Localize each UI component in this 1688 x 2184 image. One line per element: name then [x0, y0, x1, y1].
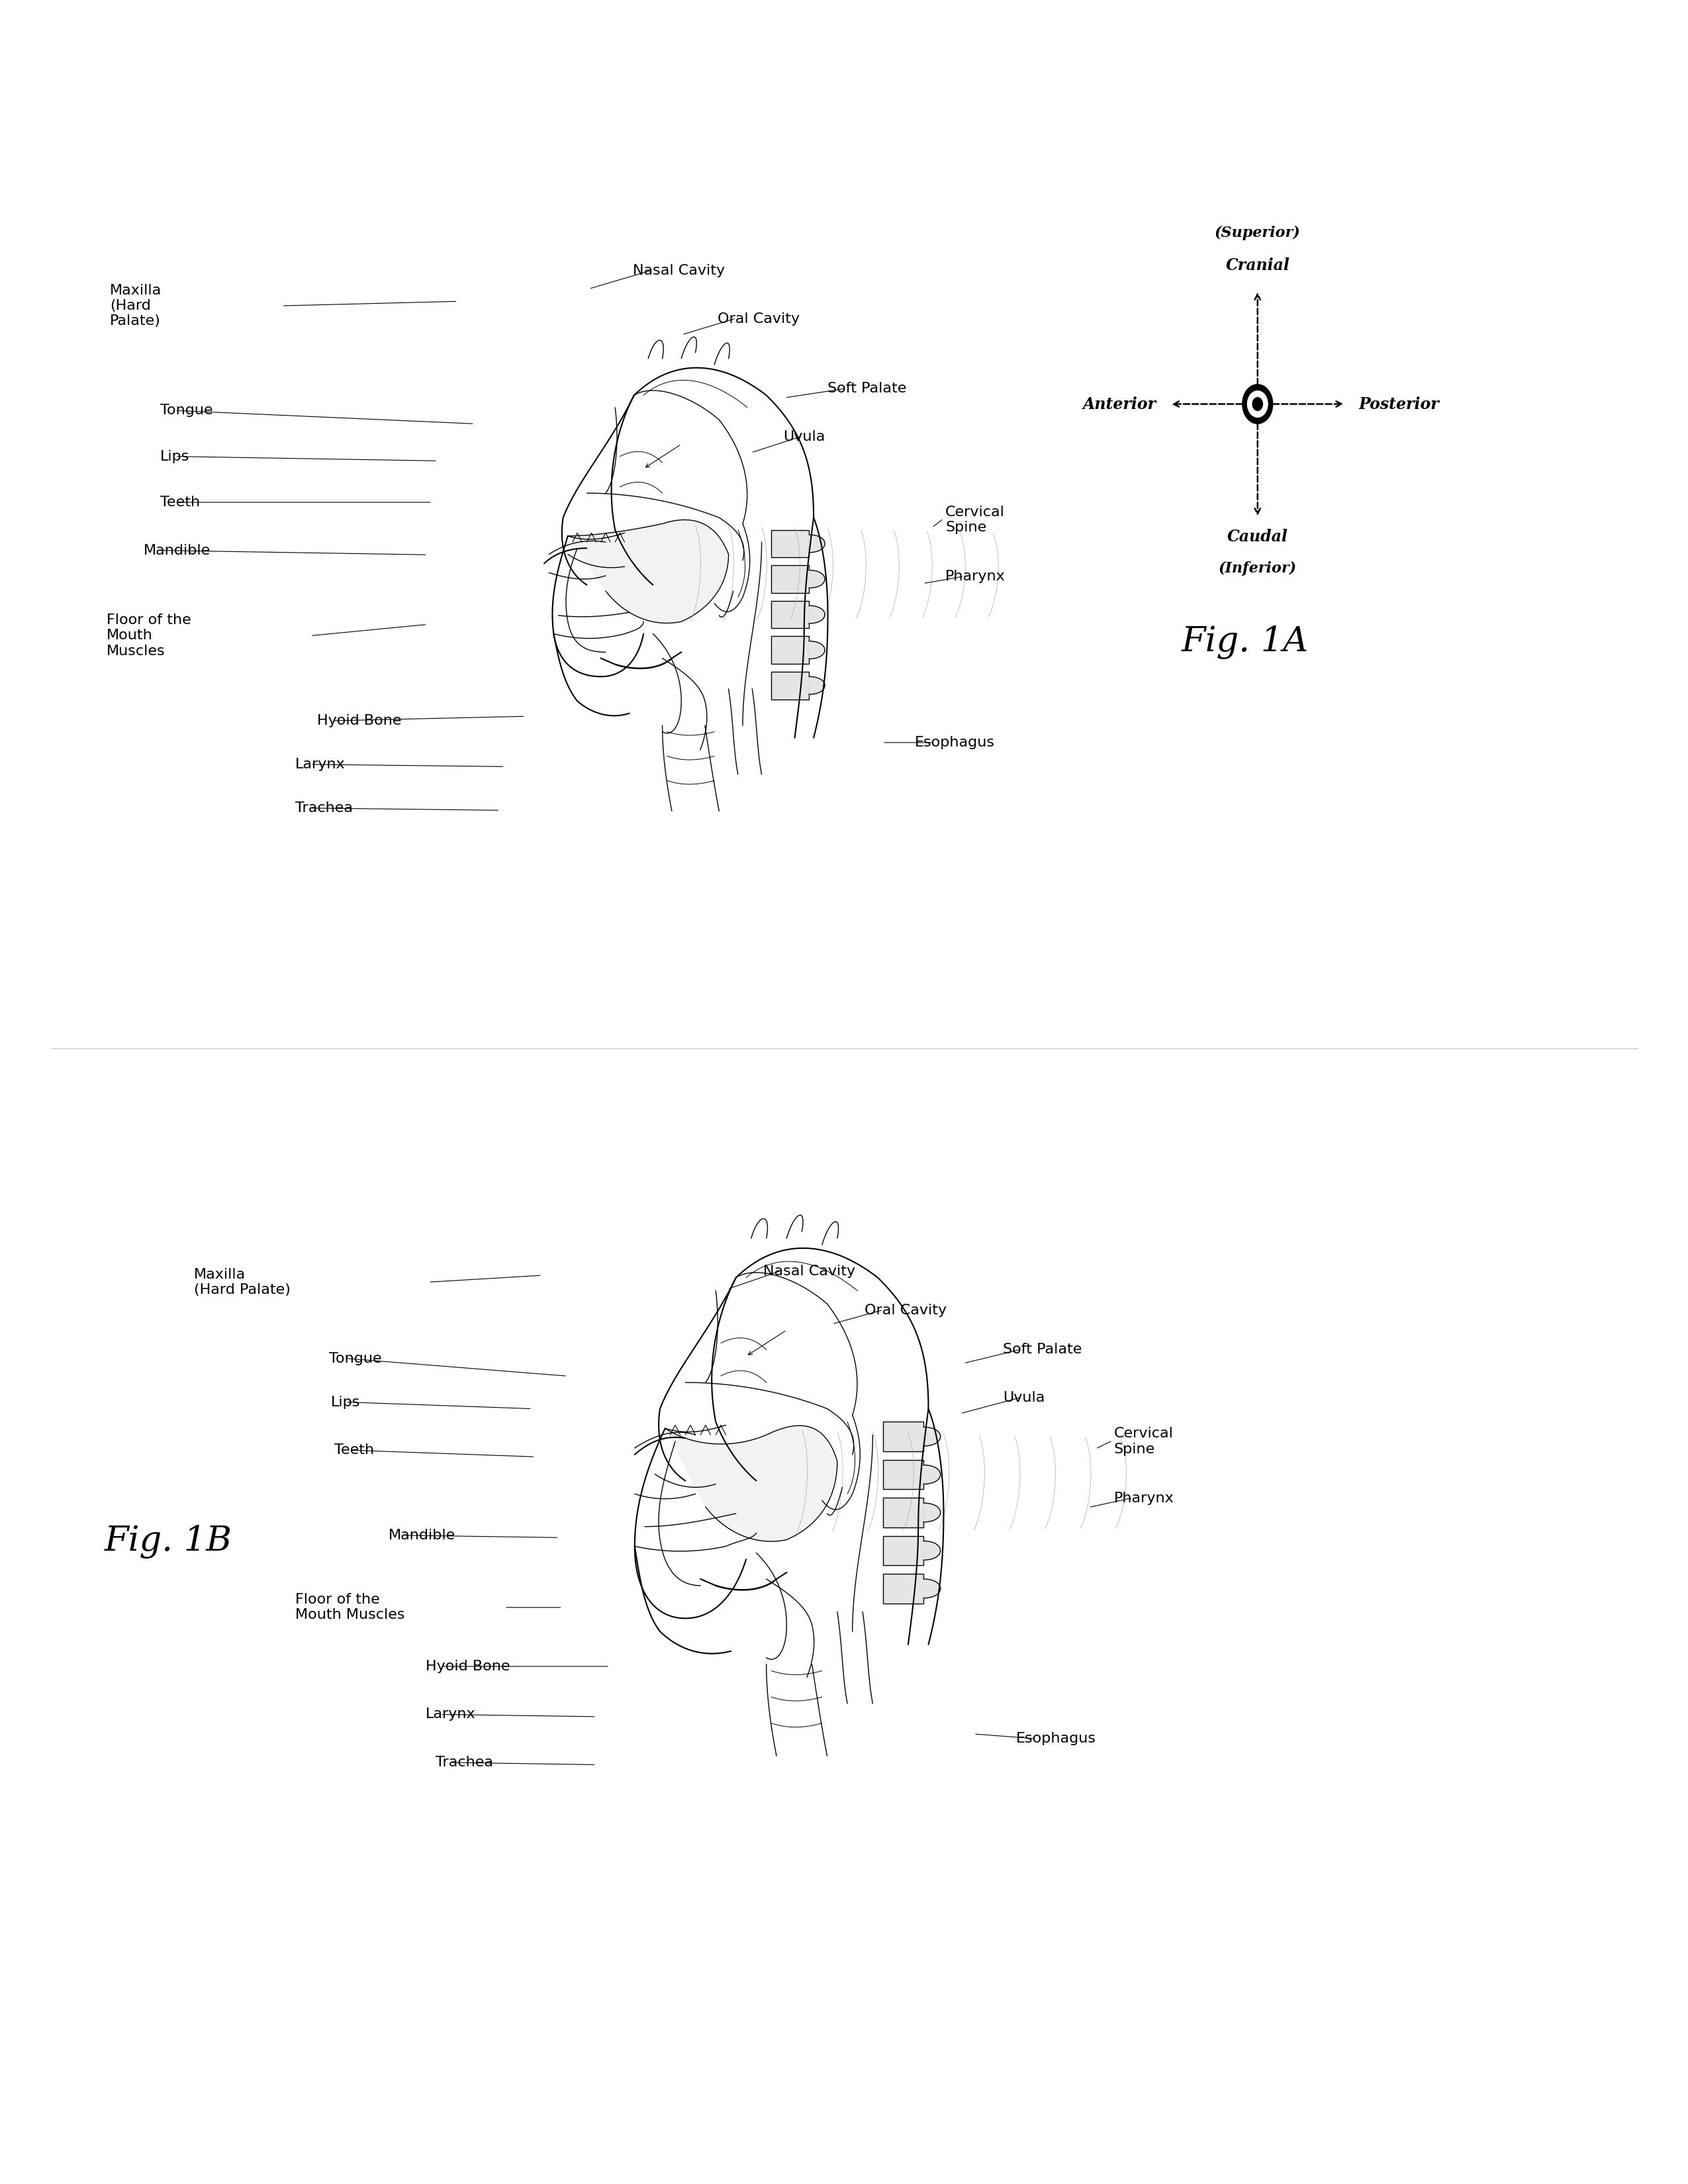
Polygon shape — [809, 535, 825, 553]
Text: Cranial: Cranial — [1225, 258, 1290, 273]
Text: (Inferior): (Inferior) — [1219, 561, 1296, 577]
Polygon shape — [883, 1459, 923, 1489]
Text: Soft Palate: Soft Palate — [1003, 1343, 1082, 1356]
Text: Soft Palate: Soft Palate — [827, 382, 906, 395]
Polygon shape — [923, 1426, 940, 1446]
Polygon shape — [771, 566, 809, 592]
Circle shape — [1242, 384, 1273, 424]
Text: Mandible: Mandible — [388, 1529, 456, 1542]
Text: Nasal Cavity: Nasal Cavity — [633, 264, 726, 277]
Polygon shape — [809, 570, 825, 587]
Text: Maxilla
(Hard
Palate): Maxilla (Hard Palate) — [110, 284, 162, 328]
Polygon shape — [567, 520, 729, 622]
Polygon shape — [771, 673, 809, 699]
Polygon shape — [883, 1575, 923, 1603]
Polygon shape — [883, 1535, 923, 1566]
Text: Oral Cavity: Oral Cavity — [864, 1304, 947, 1317]
Text: (Superior): (Superior) — [1215, 225, 1300, 240]
Text: Cervical
Spine: Cervical Spine — [945, 505, 1004, 535]
Text: Esophagus: Esophagus — [1016, 1732, 1096, 1745]
Text: Cervical
Spine: Cervical Spine — [1114, 1426, 1173, 1457]
Text: Anterior: Anterior — [1082, 395, 1156, 413]
Text: Mandible: Mandible — [143, 544, 211, 557]
Text: Pharynx: Pharynx — [1114, 1492, 1175, 1505]
Text: Uvula: Uvula — [1003, 1391, 1045, 1404]
Polygon shape — [771, 531, 809, 557]
Polygon shape — [809, 677, 825, 695]
Text: Esophagus: Esophagus — [915, 736, 994, 749]
Text: Lips: Lips — [160, 450, 189, 463]
Polygon shape — [923, 1465, 940, 1485]
Polygon shape — [665, 1426, 837, 1542]
Polygon shape — [771, 601, 809, 629]
Text: Posterior: Posterior — [1359, 395, 1440, 413]
Text: Oral Cavity: Oral Cavity — [717, 312, 800, 325]
Text: Tongue: Tongue — [160, 404, 213, 417]
Text: Fig. 1B: Fig. 1B — [105, 1524, 233, 1559]
Text: Nasal Cavity: Nasal Cavity — [763, 1265, 856, 1278]
Polygon shape — [883, 1422, 923, 1450]
Polygon shape — [809, 605, 825, 622]
Text: Tongue: Tongue — [329, 1352, 381, 1365]
Polygon shape — [923, 1579, 940, 1599]
Circle shape — [1252, 397, 1263, 411]
Polygon shape — [883, 1498, 923, 1527]
Text: Uvula: Uvula — [783, 430, 825, 443]
Text: Hyoid Bone: Hyoid Bone — [317, 714, 402, 727]
Text: Teeth: Teeth — [160, 496, 201, 509]
Text: Trachea: Trachea — [295, 802, 353, 815]
Circle shape — [1247, 391, 1268, 417]
Text: Trachea: Trachea — [436, 1756, 493, 1769]
Text: Maxilla
(Hard Palate): Maxilla (Hard Palate) — [194, 1267, 290, 1297]
Polygon shape — [771, 636, 809, 664]
Text: Larynx: Larynx — [425, 1708, 476, 1721]
Polygon shape — [923, 1503, 940, 1522]
Polygon shape — [809, 642, 825, 660]
Text: Hyoid Bone: Hyoid Bone — [425, 1660, 510, 1673]
Text: Pharynx: Pharynx — [945, 570, 1006, 583]
Text: Floor of the
Mouth Muscles: Floor of the Mouth Muscles — [295, 1592, 405, 1623]
Text: Lips: Lips — [331, 1396, 360, 1409]
Text: Floor of the
Mouth
Muscles: Floor of the Mouth Muscles — [106, 614, 191, 657]
Text: Larynx: Larynx — [295, 758, 346, 771]
Text: Teeth: Teeth — [334, 1444, 375, 1457]
Text: Caudal: Caudal — [1227, 529, 1288, 544]
Text: Fig. 1A: Fig. 1A — [1182, 625, 1308, 660]
Polygon shape — [923, 1542, 940, 1559]
